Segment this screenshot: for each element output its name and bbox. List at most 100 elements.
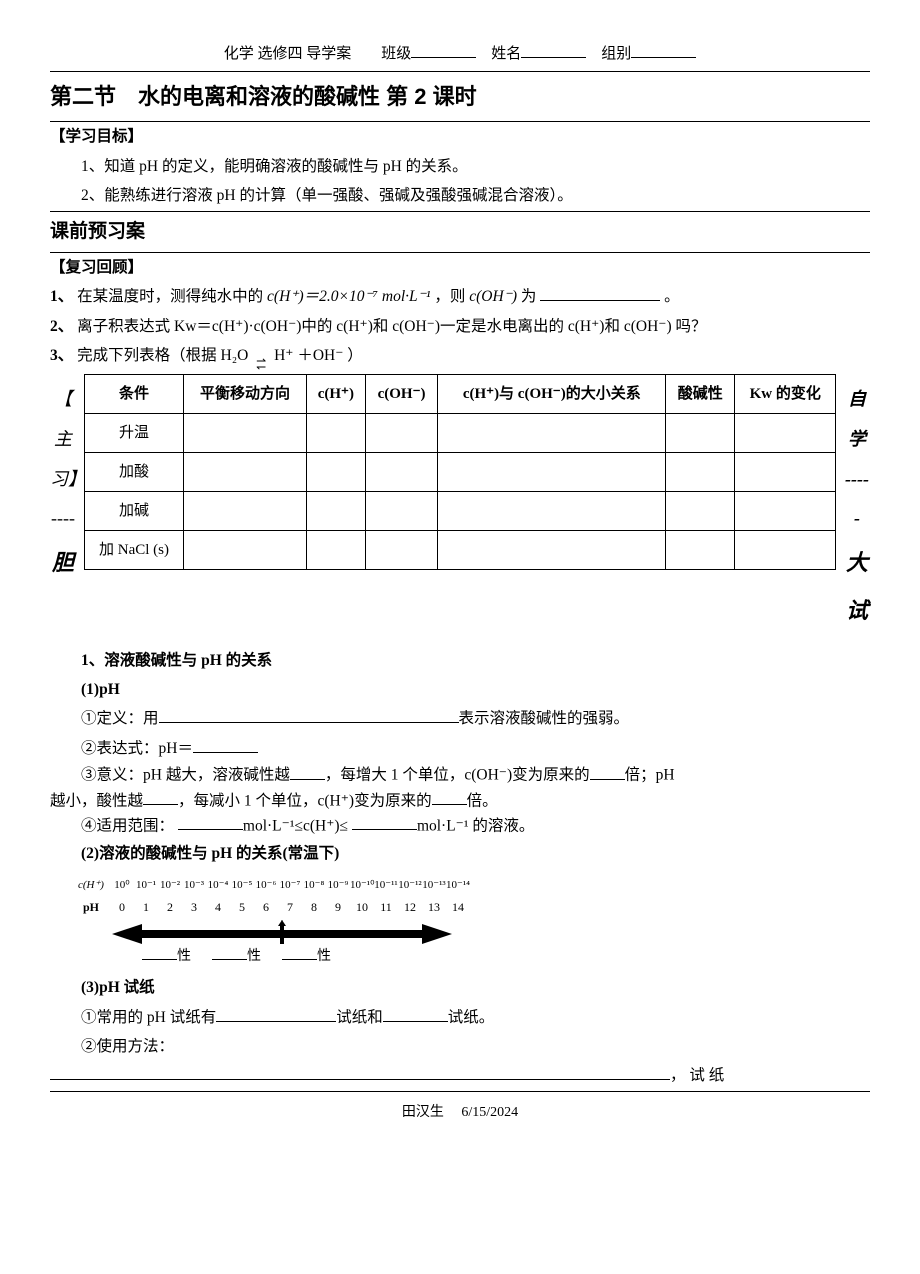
method-blank-line: ， 试 纸 [50,1061,870,1090]
name-label: 姓名 [491,46,521,62]
class-blank [411,42,476,58]
d4c: mol·L⁻¹ 的溶液。 [417,817,534,834]
scale-ph: pH [83,900,99,914]
d3f: 倍。 [467,792,498,809]
q1-mid: ，则 [434,288,469,305]
side-note-left: 【 主 习】 ---- 胆 [50,370,76,587]
sv: 10⁻³ [182,875,206,896]
review-heading: 【复习回顾】 [50,253,870,282]
footer-author: 田汉生 [402,1105,444,1120]
sn: 2 [158,896,182,919]
q1-coh: c(OH⁻) [469,288,517,305]
sv: 10⁻¹¹ [374,875,398,896]
sn: 11 [374,896,398,919]
double-arrow-icon [72,920,452,944]
q1-post: 为 [521,288,537,305]
objectives-heading: 【学习目标】 [50,122,870,151]
bl [383,1005,448,1022]
sv: 10⁻¹ [134,875,158,896]
d3b: ，每增大 1 个单位，c(OH⁻)变为原来的 [325,767,590,784]
review-q2: 2、 离子积表达式 Kᴡ＝c(H⁺)·c(OH⁻)中的 c(H⁺)和 c(OH⁻… [50,312,870,341]
bl [290,763,325,780]
th-relation: c(H⁺)与 c(OH⁻)的大小关系 [438,375,666,414]
side-right-e: 试 [844,587,870,635]
bl [143,789,178,806]
side-right-b: 学 [844,420,870,460]
sn: 10 [350,896,374,919]
lab3: 性 [317,949,331,964]
objective-item: 2、能熟练进行溶液 pH 的计算（单一强酸、强碱及强酸强碱混合溶液）。 [50,181,870,210]
group-label: 组别 [601,46,631,62]
q1-end: 。 [664,288,680,305]
sv: 10⁻² [158,875,182,896]
q3-post: H⁺ ＋OH⁻ ） [274,347,363,364]
objective-item: 1、知道 pH 的定义，能明确溶液的酸碱性与 pH 的关系。 [50,152,870,181]
t2: ②使用方法： [81,1038,174,1055]
sv: 10⁻⁸ [302,875,326,896]
sn: 14 [446,896,470,919]
course-name: 化学 选修四 导学案 [224,46,352,62]
sv: 10⁻¹⁴ [446,875,470,896]
divider [50,1091,870,1092]
table-row: 加 NaCl (s) [85,531,836,570]
page-title: 第二节 水的电离和溶液的酸碱性 第 2 课时 [50,72,870,122]
p1-label: (1)pH [81,681,120,698]
bl [432,789,467,806]
paper-line: ①常用的 pH 试纸有试纸和试纸。 [50,1003,870,1032]
sn: 5 [230,896,254,919]
sn: 3 [182,896,206,919]
th-kw: Kᴡ 的变化 [735,375,836,414]
sn: 0 [110,896,134,919]
side-left-a: 【 [50,380,76,420]
side-left-e: 胆 [50,539,76,587]
lab2: 性 [247,949,261,964]
th-ch: c(H⁺) [306,375,365,414]
long-blank [50,1064,670,1081]
method-line: ②使用方法： [50,1032,870,1061]
d1-pre: ①定义：用 [81,710,159,727]
td-cond: 加碱 [85,492,184,531]
scale-ch: c(H⁺) [72,875,110,896]
sv: 10⁻¹² [398,875,422,896]
sn: 1 [134,896,158,919]
th-coh: c(OH⁻) [365,375,438,414]
bl [178,814,243,831]
q3-pre: 完成下列表格（根据 H₂O [77,347,252,364]
meaning-line: ③意义：pH 越大，溶液碱性越 ，每增大 1 个单位，c(OH⁻)变为原来的 倍；p… [50,763,870,788]
sn: 4 [206,896,230,919]
table-header-row: 条件 平衡移动方向 c(H⁺) c(OH⁻) c(H⁺)与 c(OH⁻)的大小关… [85,375,836,414]
d4a: ④适用范围： [81,817,174,834]
def-blank [159,707,459,724]
review-q3: 3、 完成下列表格（根据 H₂O ⇀ ↽ H⁺ ＋OH⁻ ） [50,341,870,370]
td-cond: 升温 [85,414,184,453]
sv: 10⁰ [110,875,134,896]
p3-label: (3)pH 试纸 [81,979,155,996]
d3e: ，每减小 1 个单位，c(H⁺)变为原来的 [178,792,432,809]
expr-line: ②表达式：pH＝ [50,734,870,763]
side-note-right: 自 学 ----- 大 试 [844,370,870,635]
d3a: ③意义：pH 越大，溶液碱性越 [81,767,290,784]
th-condition: 条件 [85,375,184,414]
d3d: 越小，酸性越 [50,792,143,809]
page-header: 化学 选修四 导学案 班级 姓名 组别 [50,40,870,69]
sec1-title: 1、溶液酸碱性与 pH 的关系 [81,652,272,669]
th-acid: 酸碱性 [666,375,735,414]
bl [352,814,417,831]
side-right-c: ----- [844,460,870,539]
table-row: 升温 [85,414,836,453]
t1a: ①常用的 pH 试纸有 [81,1009,216,1026]
sv: 10⁻¹⁰ [350,875,374,896]
d3c: 倍；pH [625,767,675,784]
bl [216,1005,336,1022]
sn: 6 [254,896,278,919]
sn: 13 [422,896,446,919]
side-left-b: 主 [50,420,76,460]
q1-formula: c(H⁺)＝2.0×10⁻⁷ mol·L⁻¹ [267,288,430,305]
bl [590,763,625,780]
side-right-d: 大 [844,539,870,587]
p2-label: (2)溶液的酸碱性与 pH 的关系(常温下) [81,845,339,862]
ph-scale: c(H⁺)10⁰10⁻¹10⁻²10⁻³10⁻⁴10⁻⁵10⁻⁶10⁻⁷10⁻⁸… [50,875,870,971]
sv: 10⁻⁶ [254,875,278,896]
page-footer: 田汉生 6/15/2024 [50,1100,870,1127]
sn: 9 [326,896,350,919]
